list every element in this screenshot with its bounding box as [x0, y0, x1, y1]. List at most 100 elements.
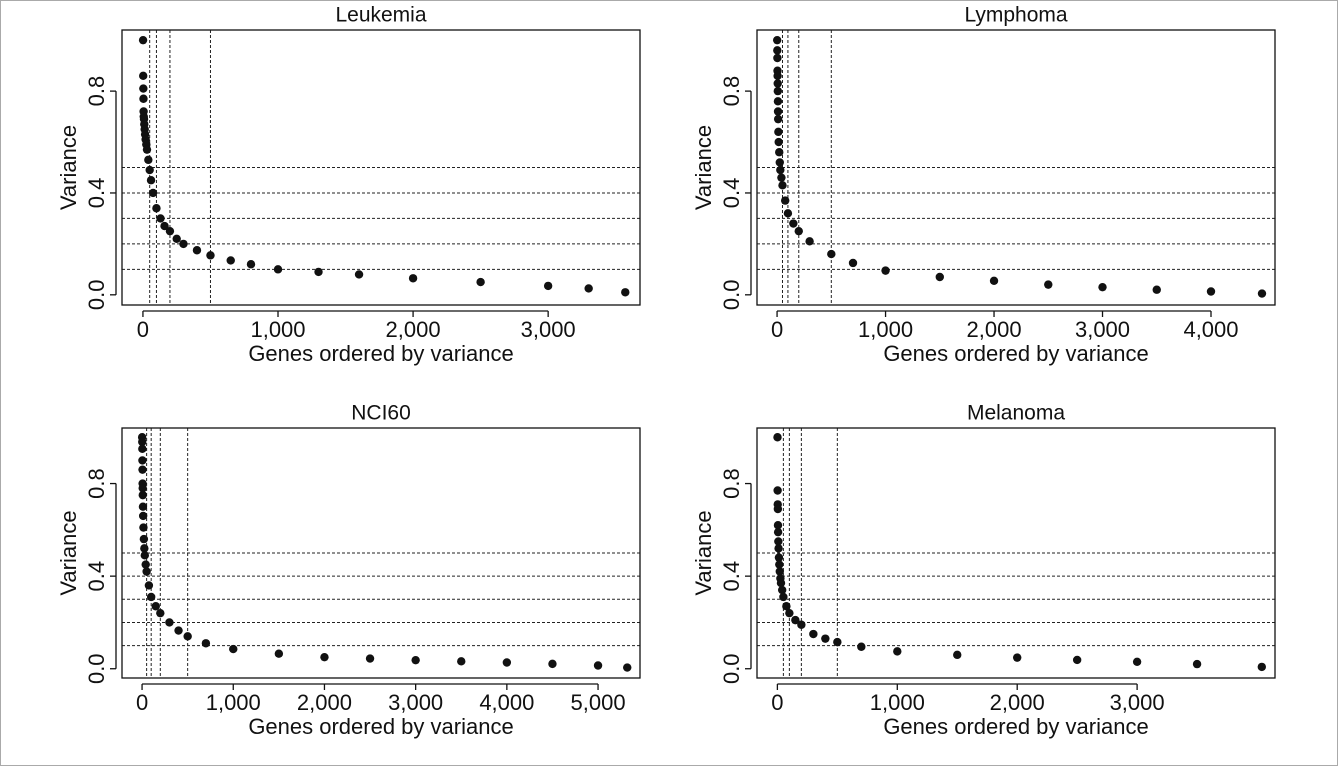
point — [773, 486, 782, 495]
point — [156, 608, 165, 618]
point — [201, 639, 211, 648]
point — [138, 511, 148, 521]
point — [785, 608, 794, 618]
point — [773, 86, 783, 96]
point — [789, 219, 798, 228]
y-axis-label: Variance — [56, 125, 81, 210]
point — [989, 276, 999, 286]
x-axis-label: Genes ordered by variance — [883, 714, 1148, 739]
y-tick-label: 0.0 — [719, 653, 744, 684]
point — [142, 145, 152, 154]
y-tick-label: 0.0 — [84, 280, 109, 311]
point — [777, 173, 786, 182]
y-tick-label: 0.8 — [84, 76, 109, 107]
point — [140, 544, 149, 553]
point — [1206, 287, 1216, 296]
point — [775, 567, 784, 576]
point — [457, 657, 466, 666]
point — [148, 188, 158, 198]
point — [476, 277, 485, 287]
point — [354, 270, 364, 279]
point — [827, 249, 836, 259]
point — [408, 274, 418, 283]
y-axis-label: Variance — [56, 510, 81, 595]
panel-title: Lymphoma — [964, 4, 1067, 27]
point — [776, 578, 786, 588]
point — [593, 661, 603, 670]
point — [1257, 662, 1267, 672]
point — [140, 551, 149, 560]
point — [139, 523, 148, 532]
point — [138, 444, 147, 454]
plot-box — [756, 29, 1276, 306]
x-tick-label: 3,000 — [1075, 317, 1130, 342]
y-tick-label: 0.0 — [84, 653, 109, 684]
point — [172, 234, 181, 243]
point — [781, 196, 790, 205]
point — [881, 266, 890, 275]
point — [773, 521, 783, 530]
point — [183, 632, 192, 641]
point — [229, 644, 238, 654]
x-tick-label: 2,000 — [990, 690, 1045, 715]
point — [772, 35, 782, 45]
point — [1257, 289, 1267, 298]
point — [365, 654, 375, 663]
point — [273, 265, 283, 274]
point — [775, 158, 784, 167]
x-tick-label: 1,000 — [870, 690, 925, 715]
x-tick-label: 3,000 — [388, 690, 443, 715]
point — [1098, 282, 1107, 292]
x-tick-label: 5,000 — [571, 690, 626, 715]
y-axis-label: Variance — [691, 125, 716, 210]
point — [174, 626, 183, 635]
point — [774, 537, 783, 546]
point — [141, 560, 150, 569]
point — [774, 127, 783, 137]
point — [777, 585, 787, 595]
y-tick-label: 0.4 — [84, 561, 109, 592]
point — [502, 658, 512, 667]
point — [773, 79, 782, 88]
point — [773, 433, 782, 442]
point — [623, 663, 632, 672]
point — [805, 237, 814, 246]
point — [773, 46, 782, 55]
plot-box — [121, 427, 641, 679]
x-tick-label: 2,000 — [297, 690, 352, 715]
y-tick-label: 0.8 — [84, 468, 109, 499]
point — [809, 629, 818, 639]
x-tick-label: 3,000 — [521, 317, 576, 342]
point — [833, 637, 842, 647]
point — [160, 221, 169, 231]
y-axis-label: Variance — [691, 510, 716, 595]
point — [146, 592, 156, 602]
point — [226, 256, 235, 265]
x-axis-label: Genes ordered by variance — [883, 341, 1148, 366]
point — [848, 258, 858, 268]
point — [774, 553, 784, 562]
panel-title: Melanoma — [967, 402, 1065, 425]
point — [314, 267, 323, 277]
point — [857, 642, 866, 651]
point — [797, 620, 806, 629]
panel-title: Leukemia — [335, 4, 426, 27]
point — [411, 655, 420, 665]
x-tick-label: 0 — [136, 690, 148, 715]
point — [774, 544, 783, 553]
point — [548, 659, 557, 669]
x-tick-label: 1,000 — [858, 317, 913, 342]
point — [543, 281, 553, 291]
point — [138, 483, 147, 493]
panel-title: NCI60 — [351, 402, 411, 425]
point — [139, 84, 148, 93]
x-tick-label: 1,000 — [206, 690, 261, 715]
point — [165, 618, 174, 627]
point — [953, 650, 962, 660]
point — [779, 592, 788, 602]
point — [139, 534, 149, 544]
point — [774, 137, 783, 147]
point — [179, 239, 188, 249]
